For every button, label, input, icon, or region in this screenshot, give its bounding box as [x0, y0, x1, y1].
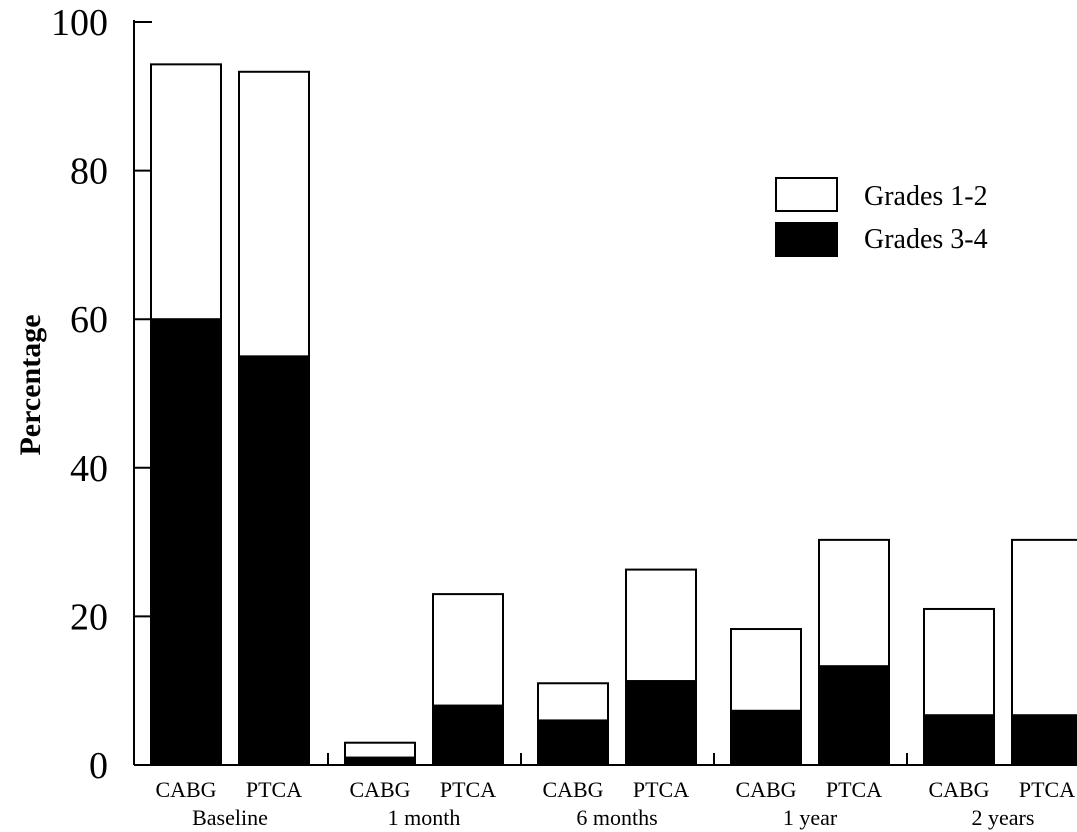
legend-swatch-grades-1-2 [775, 177, 838, 212]
bar-baseline-ptca-grades-3-4 [238, 355, 310, 766]
bar-label-baseline-cabg: CABG [155, 777, 216, 802]
bar-2-years-ptca-grades-3-4 [1011, 714, 1077, 766]
bar-label-6-months-ptca: PTCA [633, 777, 689, 802]
group-label-1-month: 1 month [388, 805, 461, 830]
bar-label-2-years-ptca: PTCA [1019, 777, 1075, 802]
group-label-baseline: Baseline [192, 805, 268, 830]
y-tick-label-20: 20 [70, 596, 108, 638]
group-label-6-months: 6 months [576, 805, 657, 830]
bars [150, 63, 1077, 767]
y-tick-label-100: 100 [51, 2, 108, 44]
legend: Grades 1-2 Grades 3-4 [775, 177, 988, 257]
bar-label-1-year-cabg: CABG [735, 777, 796, 802]
bar-1-year-cabg-grades-3-4 [730, 709, 802, 766]
bar-1-month-cabg-grades-3-4 [344, 756, 416, 767]
bar-baseline-cabg-grades-3-4 [150, 318, 222, 766]
bar-label-baseline-ptca: PTCA [246, 777, 302, 802]
bar-label-6-months-cabg: CABG [542, 777, 603, 802]
y-axis-label: Percentage [14, 314, 47, 455]
bar-6-months-ptca-grades-3-4 [625, 680, 697, 767]
y-tick-label-60: 60 [70, 299, 108, 341]
group-label-1-year: 1 year [783, 805, 838, 830]
legend-swatch-grades-3-4 [775, 222, 838, 257]
legend-label-grades-3-4: Grades 3-4 [864, 224, 988, 255]
bar-label-1-year-ptca: PTCA [826, 777, 882, 802]
y-tick-label-0: 0 [89, 745, 108, 787]
bar-1-year-ptca-grades-3-4 [818, 665, 890, 767]
y-tick-label-40: 40 [70, 448, 108, 490]
bar-label-1-month-cabg: CABG [349, 777, 410, 802]
bar-6-months-cabg-grades-3-4 [537, 719, 609, 766]
bar-label-1-month-ptca: PTCA [440, 777, 496, 802]
bar-1-month-ptca-grades-3-4 [432, 704, 504, 766]
group-label-2-years: 2 years [972, 805, 1035, 830]
legend-label-grades-1-2: Grades 1-2 [864, 181, 988, 212]
y-tick-label-80: 80 [70, 151, 108, 193]
bar-label-2-years-cabg: CABG [928, 777, 989, 802]
bar-2-years-cabg-grades-3-4 [923, 714, 995, 766]
labels: CABG PTCA Baseline CABG PTCA 1 month CABG PTCA 6… [155, 777, 1075, 830]
